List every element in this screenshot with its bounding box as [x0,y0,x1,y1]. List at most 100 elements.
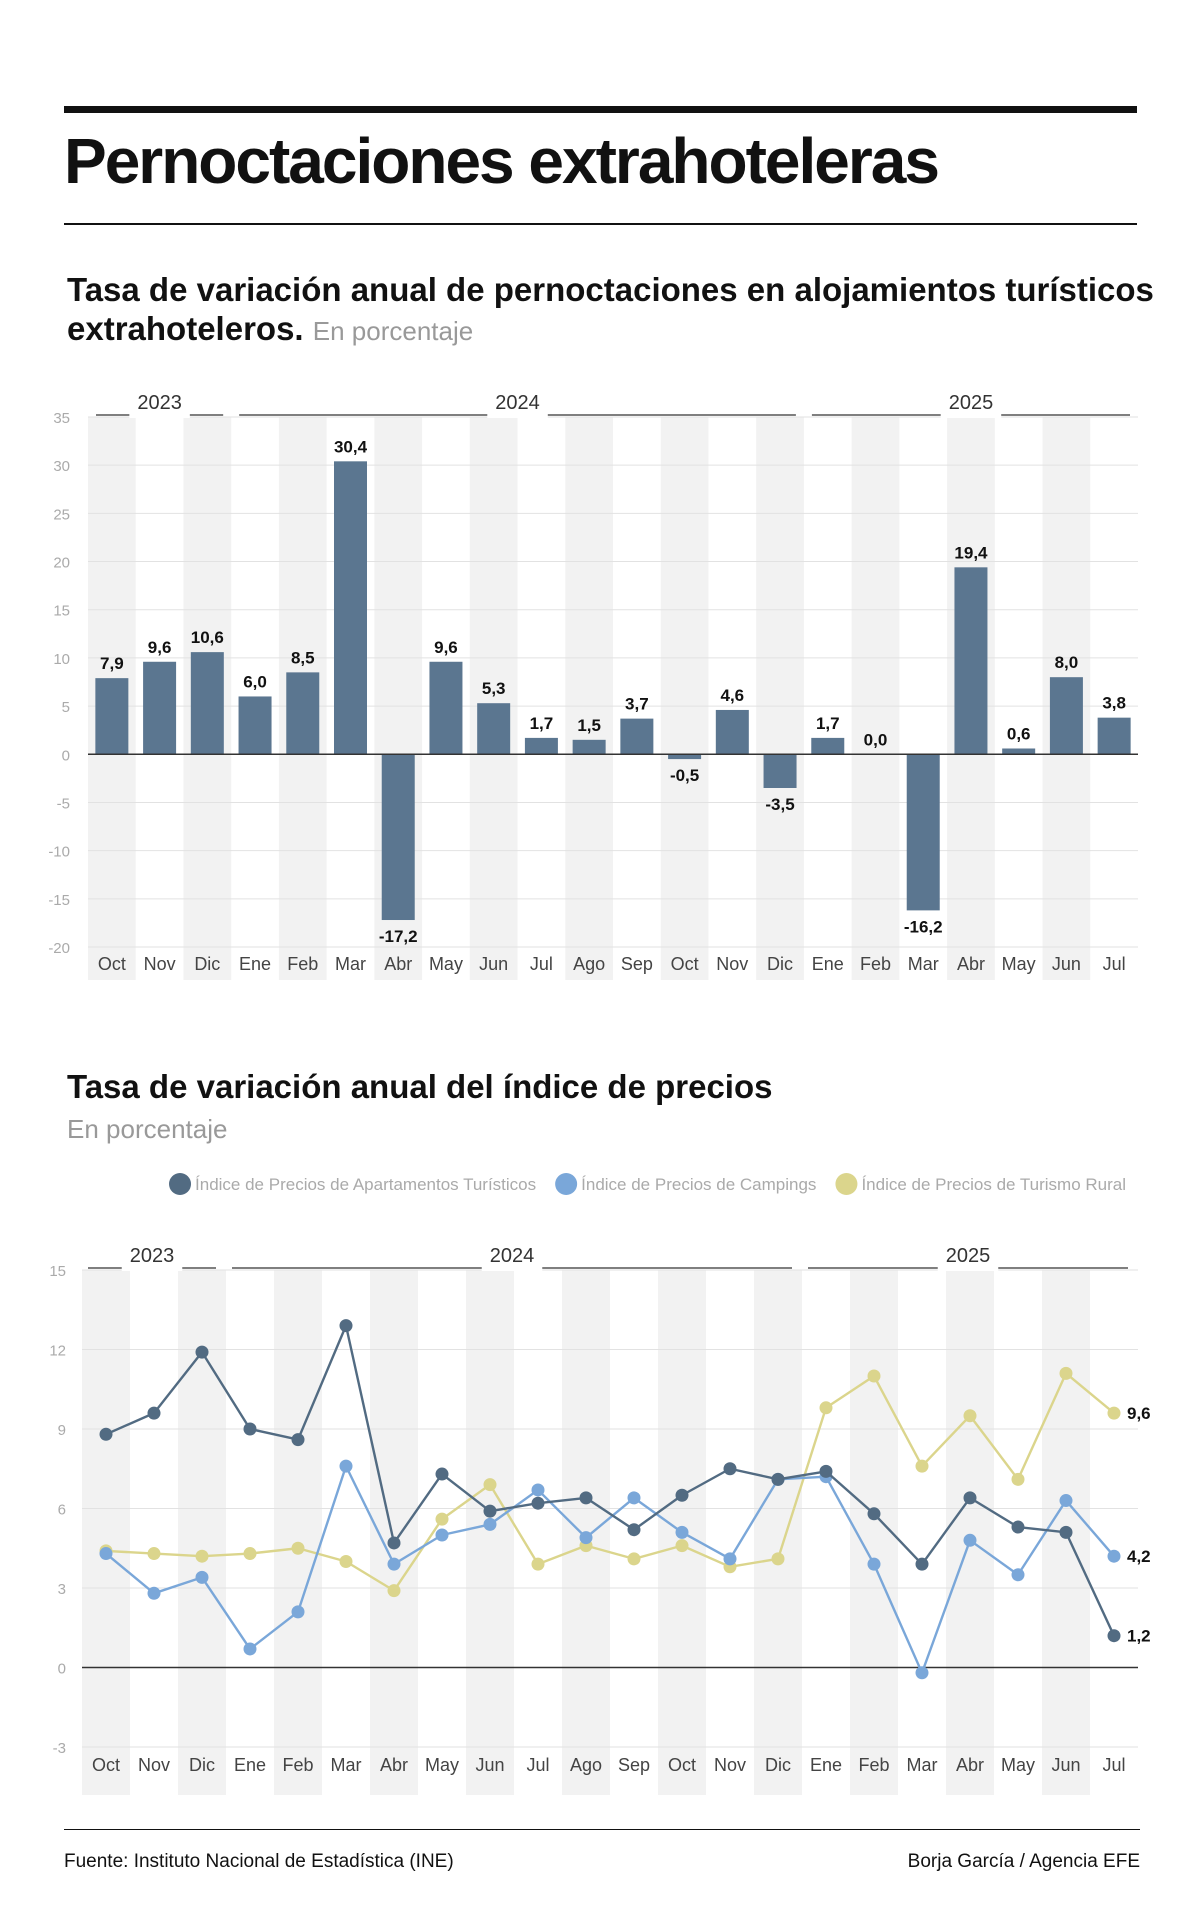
x-tick-label: Feb [282,1755,313,1775]
y-tick-label: 35 [53,410,70,427]
data-point-camp [387,1557,401,1571]
data-point-apart [339,1319,353,1333]
x-tick-label: Abr [384,954,412,974]
bar [334,461,367,755]
data-point-apart [771,1472,785,1486]
y-tick-label: 15 [53,603,70,620]
year-label-bg [481,1243,543,1271]
x-tick-label: Ago [573,954,605,974]
data-point-apart [579,1491,593,1505]
data-point-apart [243,1422,257,1436]
y-tick-label: -20 [48,940,70,957]
bar-value-label: 3,8 [1102,694,1126,713]
data-point-camp [1011,1568,1025,1582]
legend-label: Índice de Precios de Turismo Rural [861,1175,1126,1194]
bar [954,567,988,755]
data-point-apart [435,1467,449,1481]
x-tick-label: May [429,954,463,974]
data-point-rural [387,1584,401,1598]
data-point-rural [1059,1366,1073,1380]
bar [715,709,749,755]
x-tick-label: Oct [92,1755,120,1775]
column-band [851,417,900,980]
bar-value-label: 9,6 [434,638,458,657]
data-point-rural [483,1478,497,1492]
data-point-rural [819,1401,833,1415]
column-band [469,417,518,980]
data-point-camp [483,1517,497,1531]
series-line-apart [105,1324,1116,1637]
bar [572,739,606,755]
data-point-rural [627,1552,641,1566]
x-tick-label: Ene [810,1755,842,1775]
x-tick-label: Jul [1103,954,1126,974]
bar-value-label: 6,0 [243,672,267,691]
data-point-camp [1107,1549,1121,1563]
data-point-apart [819,1464,833,1478]
data-point-apart [867,1507,881,1521]
column-band [946,1270,994,1795]
data-point-apart [1011,1520,1025,1534]
x-tick-label: Jul [526,1755,549,1775]
y-tick-label: 30 [53,458,70,475]
series-line-rural [105,1372,1115,1592]
y-tick-label: 20 [53,555,70,572]
data-point-rural [243,1547,257,1561]
x-tick-label: Ene [234,1755,266,1775]
top-rule [64,106,1137,113]
x-tick-label: Nov [714,1755,746,1775]
bar [620,718,654,755]
bar-value-label: 5,3 [482,679,506,698]
source-note: Fuente: Instituto Nacional de Estadístic… [64,1851,454,1872]
x-tick-label: Oct [668,1755,696,1775]
legend-swatch [835,1173,858,1195]
legend-swatch [555,1173,578,1195]
column-band [466,1270,514,1795]
year-label: 2025 [949,392,994,414]
data-point-apart [915,1557,929,1571]
bar [381,754,415,921]
y-tick-label: -3 [53,1740,66,1757]
y-tick-label: 5 [62,699,70,716]
bar-value-label: -16,2 [904,917,943,936]
data-point-camp [99,1547,113,1561]
bar [95,678,129,755]
x-tick-label: Nov [716,954,748,974]
footer-rule [64,1829,1140,1830]
x-tick-label: Mar [335,954,366,974]
bar-value-label: 0,6 [1007,724,1031,743]
data-point-camp [579,1531,593,1545]
bar-value-label: 4,6 [720,686,744,705]
x-tick-label: Dic [765,1755,791,1775]
data-point-camp [1059,1494,1073,1508]
x-tick-label: Nov [144,954,176,974]
x-tick-label: Feb [287,954,318,974]
data-point-camp [915,1666,929,1680]
bar-value-label: 30,4 [334,437,368,456]
x-tick-label: Nov [138,1755,170,1775]
x-tick-label: May [1002,954,1036,974]
data-point-apart [387,1536,401,1550]
x-tick-label: Mar [907,1755,938,1775]
bar-value-label: 0,0 [864,730,888,749]
x-tick-label: Abr [956,1755,984,1775]
year-label-bg [940,390,1002,418]
line-chart: -3 0 3 6 9 12 15 2023 2024 2025 Índice de Precios … [49,1173,1151,1795]
bar-chart-title: Tasa de variación anual de pernoctacione… [67,271,1154,347]
year-label: 2023 [130,1245,175,1267]
bar-value-label: 9,6 [148,638,172,657]
bar [811,737,845,755]
x-tick-label: Jul [530,954,553,974]
bar-value-label: 19,4 [954,543,988,562]
bar [1097,717,1131,755]
x-tick-label: Sep [618,1755,650,1775]
y-tick-label: 15 [49,1263,66,1280]
data-point-camp [627,1491,641,1505]
data-point-apart [147,1406,161,1420]
data-point-camp [867,1557,881,1571]
data-point-rural [435,1512,449,1526]
column-band [660,417,709,980]
y-tick-label: 9 [58,1422,66,1439]
line-chart-unit: En porcentaje [67,1114,228,1144]
